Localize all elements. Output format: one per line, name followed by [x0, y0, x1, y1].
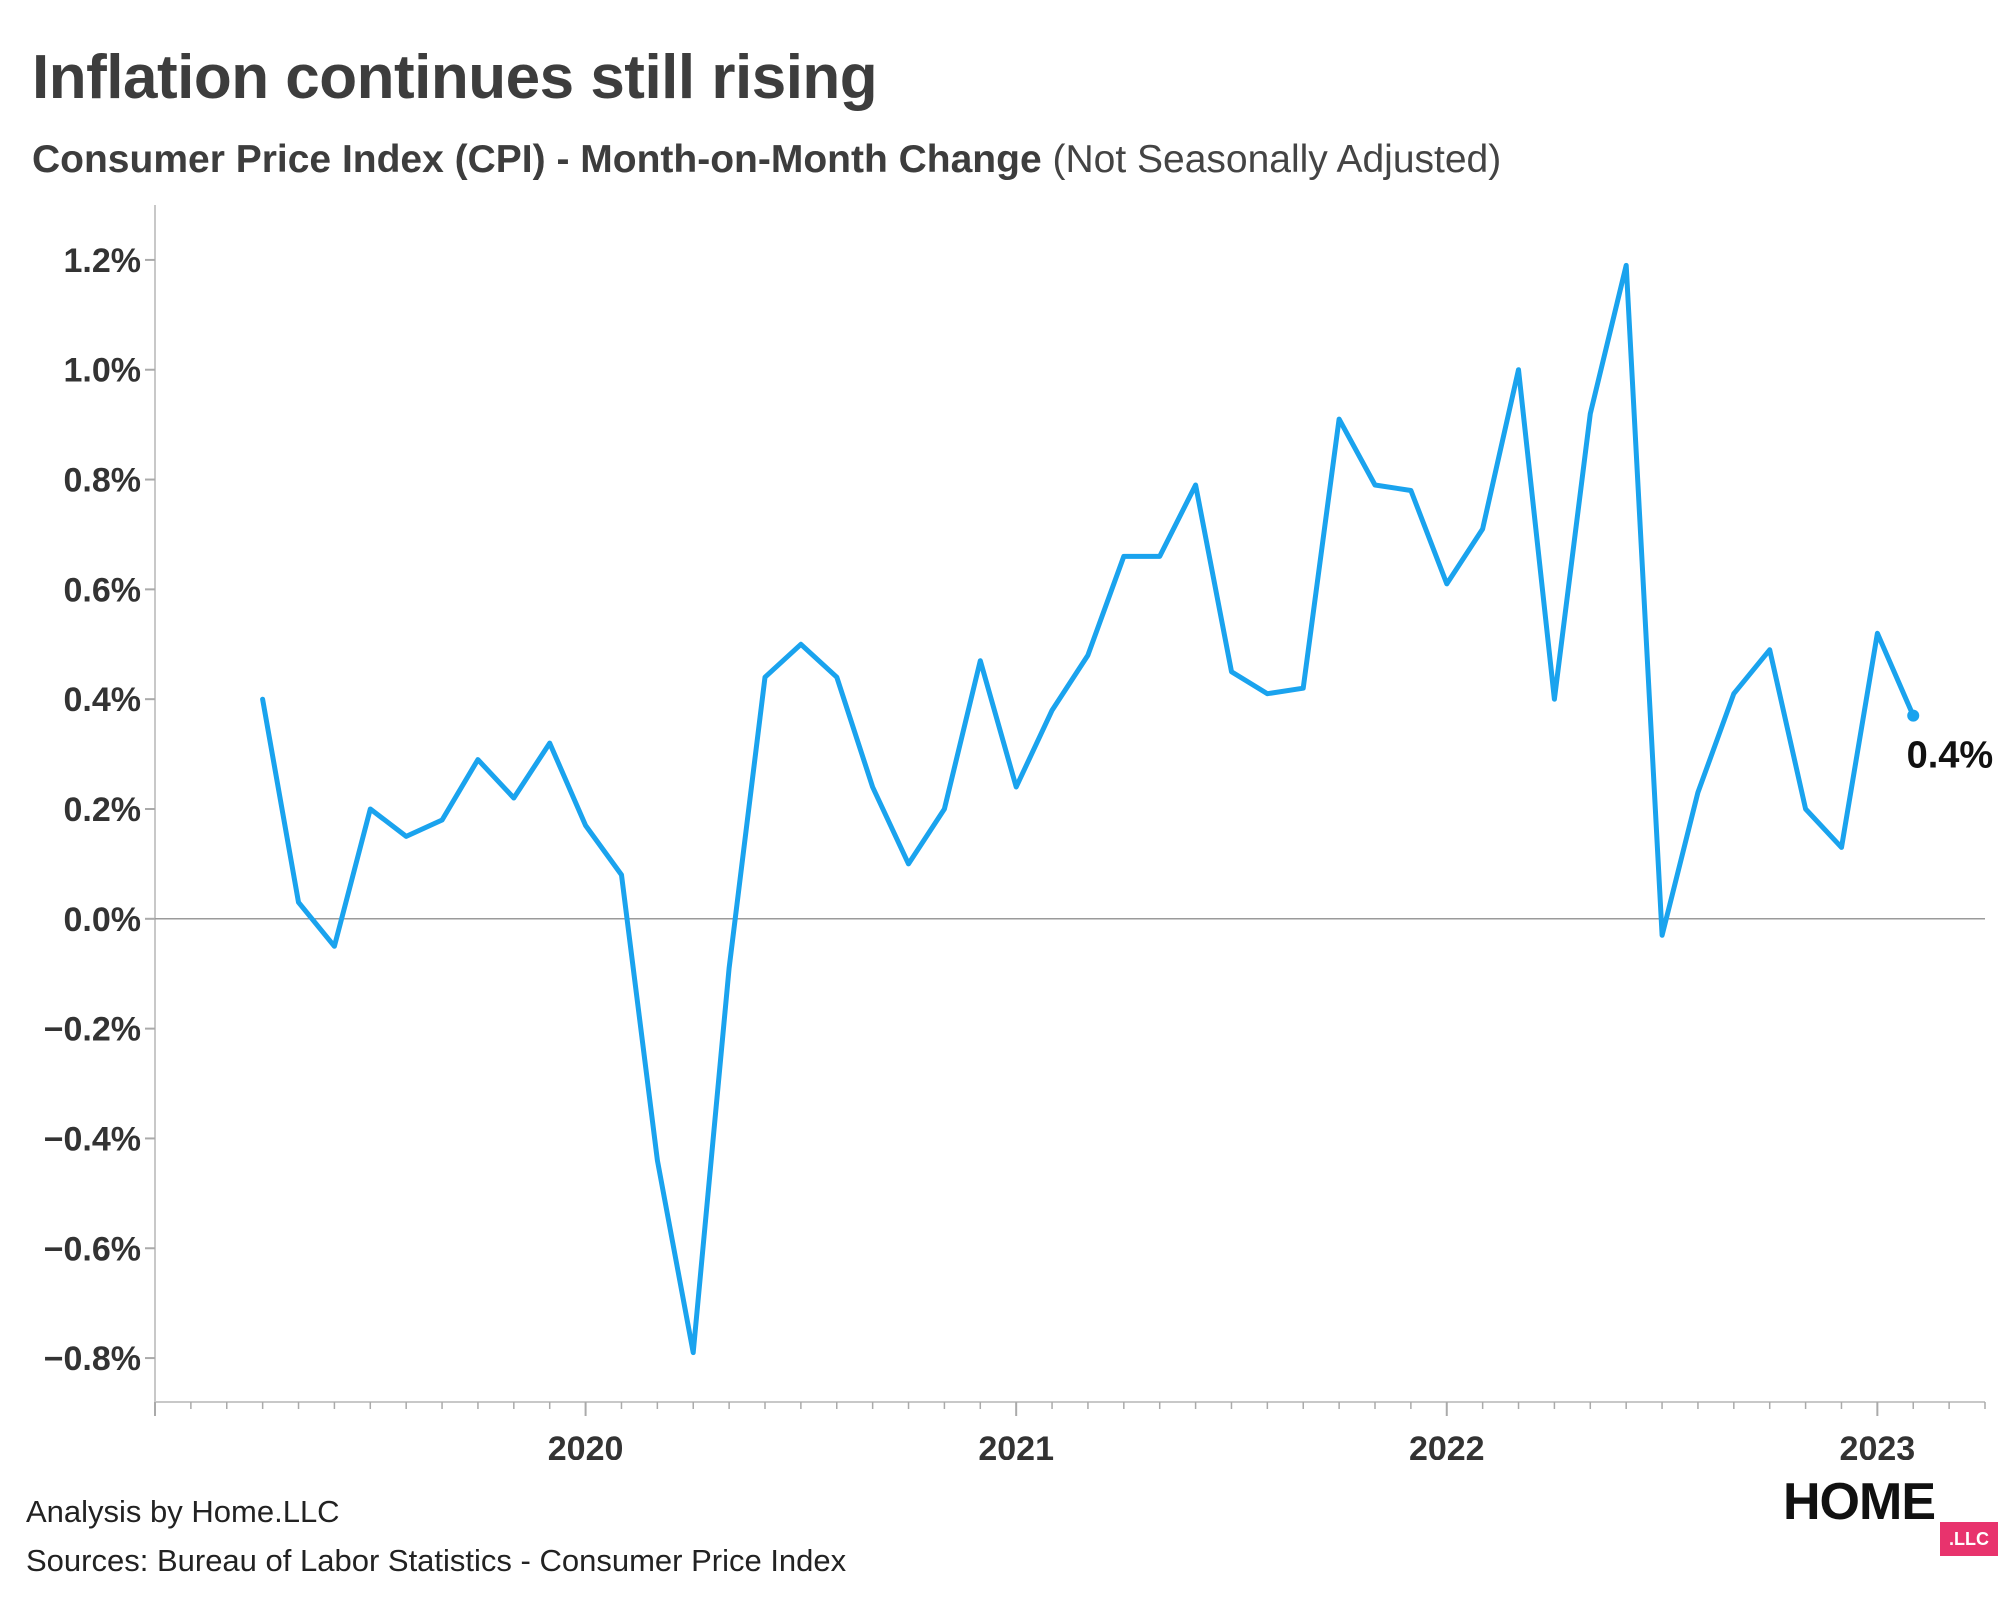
y-tick-label: 1.2%: [64, 242, 142, 280]
y-tick-label: 1.0%: [64, 352, 142, 390]
logo-wordmark: HOME: [1783, 1473, 1936, 1531]
x-tick-label: 2020: [548, 1430, 624, 1460]
analysis-credit: Analysis by Home.LLC: [26, 1494, 340, 1529]
y-tick-label: 0.0%: [64, 901, 142, 939]
y-tick-label: −0.8%: [44, 1340, 141, 1378]
y-tick-label: −0.4%: [44, 1120, 141, 1158]
cpi-line-chart: 1.2% 1.0% 0.8% 0.6% 0.4% 0.2% 0.0% −0.2% −0.4% −0…: [44, 205, 1994, 1460]
x-tick-label: 2022: [1409, 1430, 1485, 1460]
chart-title: Inflation continues still rising: [32, 43, 878, 112]
end-value-label: 0.4%: [1907, 735, 1994, 777]
data-labels: 0.4%: [1907, 735, 1994, 777]
y-tick-label: −0.2%: [44, 1011, 141, 1049]
x-axis: 2020 2021 2022 2023: [154, 1401, 1986, 1460]
y-axis: 1.2% 1.0% 0.8% 0.6% 0.4% 0.2% 0.0% −0.2% −0.4% −0…: [44, 205, 156, 1402]
chart-subtitle: Consumer Price Index (CPI) - Month-on-Mo…: [32, 138, 1501, 182]
x-tick-label: 2023: [1840, 1430, 1916, 1460]
x-tick-label: 2021: [978, 1430, 1054, 1460]
y-tick-label: 0.8%: [64, 462, 142, 500]
y-tick-label: 0.2%: [64, 791, 142, 829]
y-tick-label: 0.6%: [64, 571, 142, 609]
sources-credit: Sources: Bureau of Labor Statistics - Co…: [26, 1543, 847, 1578]
subtitle-qualifier: (Not Seasonally Adjusted): [1052, 138, 1502, 181]
series-cpi-mom: [260, 262, 1920, 1356]
y-tick-label: −0.6%: [44, 1230, 141, 1268]
home-llc-logo: HOME .LLC: [1783, 1472, 1998, 1562]
y-tick-label: 0.4%: [64, 681, 142, 719]
end-point-marker: [1907, 709, 1920, 722]
logo-badge: .LLC: [1940, 1522, 1998, 1556]
subtitle-main: Consumer Price Index (CPI) - Month-on-Mo…: [32, 138, 1042, 181]
cpi-line: [260, 262, 1916, 1356]
